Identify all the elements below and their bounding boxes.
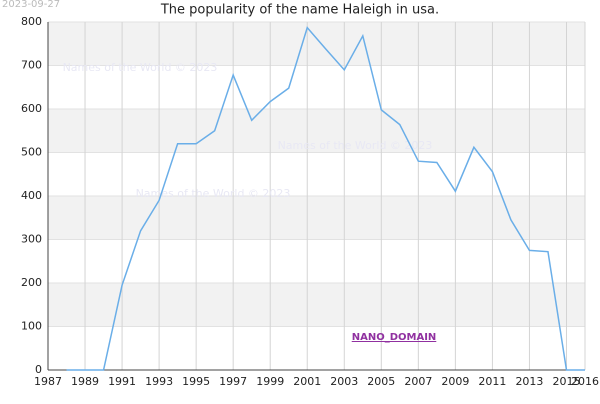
- y-tick-label: 100: [21, 320, 42, 333]
- x-tick-label: 2003: [330, 375, 358, 388]
- watermark: Names of the World © 2023: [136, 187, 291, 200]
- x-tick-label: 1993: [145, 375, 173, 388]
- grid-band: [48, 283, 585, 327]
- chart-title: The popularity of the name Haleigh in us…: [160, 3, 439, 18]
- watermark: Names of the World © 2023: [63, 61, 218, 74]
- x-tick-label: 1987: [34, 375, 62, 388]
- grid-band: [48, 109, 585, 153]
- x-tick-label: 1997: [219, 375, 247, 388]
- x-tick-label: 1995: [182, 375, 210, 388]
- x-tick-label: 2015: [552, 375, 580, 388]
- y-tick-label: 800: [21, 15, 42, 28]
- watermark: Names of the World © 2023: [278, 139, 433, 152]
- y-tick-label: 700: [21, 59, 42, 72]
- x-tick-label: 2016: [571, 375, 599, 388]
- x-tick-label: 1991: [108, 375, 136, 388]
- x-tick-label: 2005: [367, 375, 395, 388]
- x-tick-label: 1989: [71, 375, 99, 388]
- y-tick-label: 200: [21, 276, 42, 289]
- x-tick-label: 2009: [441, 375, 469, 388]
- y-tick-label: 300: [21, 233, 42, 246]
- y-tick-label: 400: [21, 189, 42, 202]
- y-tick-label: 0: [35, 363, 42, 376]
- x-tick-label: 2007: [404, 375, 432, 388]
- x-tick-label: 2001: [293, 375, 321, 388]
- date-stamp: 2023-09-27: [2, 0, 60, 10]
- y-tick-label: 600: [21, 102, 42, 115]
- domain-label: NANO_DOMAIN: [352, 332, 437, 343]
- data-line: [66, 26, 585, 371]
- x-tick-label: 2013: [515, 375, 543, 388]
- grid-band: [48, 196, 585, 240]
- x-tick-label: 2011: [478, 375, 506, 388]
- grid-band: [48, 22, 585, 66]
- y-tick-label: 500: [21, 146, 42, 159]
- x-tick-label: 1999: [256, 375, 284, 388]
